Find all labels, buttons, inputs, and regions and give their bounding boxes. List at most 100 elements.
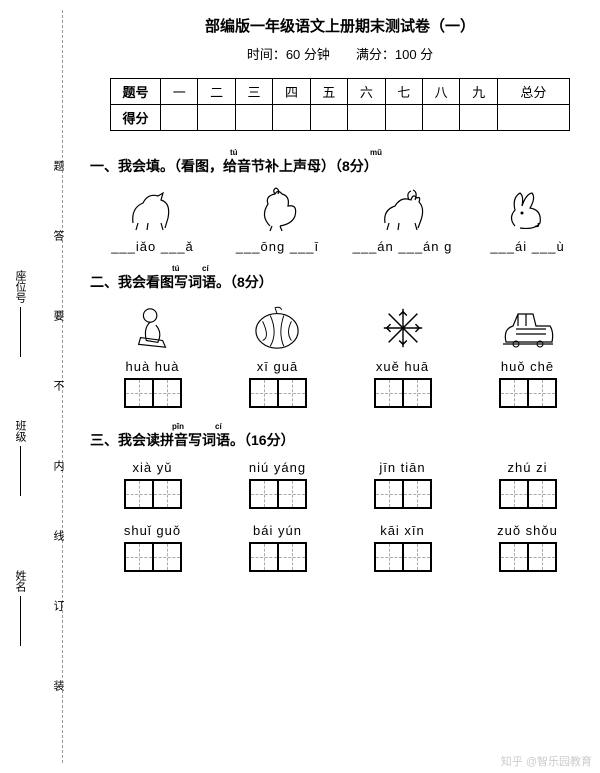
page-subtitle: 时间：60 分钟 满分：100 分: [90, 44, 590, 63]
field-label: 座位号: [14, 270, 26, 303]
char-grid: [499, 479, 557, 509]
td: [460, 105, 497, 131]
pinyin-text: kāi xīn: [340, 523, 465, 538]
binding-mark: 内: [50, 460, 66, 471]
heading-text: 二、我会看图写词语。（8分）: [90, 274, 273, 290]
pinyin-text: ___ōng ___ī: [215, 239, 340, 254]
pinyin-annotation: tú: [230, 148, 238, 157]
item: huǒ chē: [465, 302, 590, 412]
char-grid: [249, 378, 307, 408]
binding-mark: 线: [50, 530, 66, 541]
goat-icon: [340, 186, 465, 234]
item: ___ái ___ù: [465, 186, 590, 254]
pinyin-annotation: mǔ: [370, 148, 382, 157]
item: shuǐ guǒ: [90, 523, 215, 576]
td: [385, 105, 422, 131]
th: 九: [460, 79, 497, 105]
th: 一: [161, 79, 198, 105]
char-grid: [499, 378, 557, 408]
pinyin-text: niú yáng: [215, 460, 340, 475]
table-row: 得分: [111, 105, 570, 131]
td: [198, 105, 235, 131]
td: [348, 105, 385, 131]
char-grid: [124, 378, 182, 408]
char-grid: [249, 479, 307, 509]
char-grid: [499, 542, 557, 572]
page-title: 部编版一年级语文上册期末测试卷（一）: [90, 15, 590, 36]
pinyin-text: huà huà: [90, 359, 215, 374]
pinyin-text: zuǒ shǒu: [465, 523, 590, 538]
item: ___iǎo ___ǎ: [90, 186, 215, 254]
char-grid: [374, 479, 432, 509]
rabbit-icon: [465, 186, 590, 234]
td: 得分: [111, 105, 161, 131]
pinyin-text: ___án ___án g: [340, 239, 465, 254]
item: niú yáng: [215, 460, 340, 513]
pinyin-text: bái yún: [215, 523, 340, 538]
section-3-row: shuǐ guǒ bái yún kāi xīn zuǒ shǒu: [90, 523, 590, 576]
pinyin-text: zhú zi: [465, 460, 590, 475]
pinyin-annotation: pīn: [172, 422, 184, 431]
th: 三: [235, 79, 272, 105]
section-2-heading: tú cí 二、我会看图写词语。（8分）: [90, 272, 590, 292]
pinyin-text: shuǐ guǒ: [90, 523, 215, 538]
th: 八: [422, 79, 459, 105]
th: 六: [348, 79, 385, 105]
char-grid: [374, 378, 432, 408]
char-grid: [124, 479, 182, 509]
td: [497, 105, 569, 131]
page-content: 部编版一年级语文上册期末测试卷（一） 时间：60 分钟 满分：100 分 题号 …: [90, 15, 590, 586]
pinyin-annotation: tú: [172, 264, 180, 273]
binding-field: 姓名: [12, 570, 28, 646]
char-grid: [124, 542, 182, 572]
section-2-items: huà huà xī guā xuě huā huǒ chē: [90, 302, 590, 412]
binding-mark: 题: [50, 160, 66, 171]
item: xià yǔ: [90, 460, 215, 513]
item: zhú zi: [465, 460, 590, 513]
item: huà huà: [90, 302, 215, 412]
field-label: 姓名: [14, 570, 26, 592]
table-row: 题号 一 二 三 四 五 六 七 八 九 总分: [111, 79, 570, 105]
item: ___án ___án g: [340, 186, 465, 254]
snowflake-icon: [340, 302, 465, 354]
binding-field: 座位号: [12, 270, 28, 357]
rooster-icon: [215, 186, 340, 234]
td: [161, 105, 198, 131]
pinyin-text: xī guā: [215, 359, 340, 374]
th: 总分: [497, 79, 569, 105]
th: 四: [273, 79, 310, 105]
item: xuě huā: [340, 302, 465, 412]
binding-mark: 要: [50, 310, 66, 321]
pinyin-text: xià yǔ: [90, 460, 215, 475]
pinyin-text: ___iǎo ___ǎ: [90, 239, 215, 254]
item: zuǒ shǒu: [465, 523, 590, 576]
pinyin-annotation: cí: [202, 264, 209, 273]
item: jīn tiān: [340, 460, 465, 513]
binding-mark: 答: [50, 230, 66, 241]
item: ___ōng ___ī: [215, 186, 340, 254]
binding-margin: 题 答 要 不 内 线 订 装 座位号 班级 姓名: [0, 0, 80, 773]
char-grid: [249, 542, 307, 572]
train-icon: [465, 302, 590, 354]
item: bái yún: [215, 523, 340, 576]
watermelon-icon: [215, 302, 340, 354]
horse-icon: [90, 186, 215, 234]
section-1-items: ___iǎo ___ǎ ___ōng ___ī ___án ___án g __…: [90, 186, 590, 254]
td: [235, 105, 272, 131]
td: [422, 105, 459, 131]
th: 七: [385, 79, 422, 105]
th: 五: [310, 79, 347, 105]
heading-text: 一、我会填。（看图，给音节补上声母）（8分）: [90, 158, 378, 174]
section-3-row: xià yǔ niú yáng jīn tiān zhú zi: [90, 460, 590, 513]
pinyin-text: huǒ chē: [465, 359, 590, 374]
binding-mark: 装: [50, 680, 66, 691]
binding-field: 班级: [12, 420, 28, 496]
section-3-heading: pīn cí 三、我会读拼音写词语。（16分）: [90, 430, 590, 450]
binding-mark: 订: [50, 600, 66, 611]
pinyin-text: ___ái ___ù: [465, 239, 590, 254]
score-table: 题号 一 二 三 四 五 六 七 八 九 总分 得分: [110, 78, 570, 131]
td: [273, 105, 310, 131]
pinyin-text: jīn tiān: [340, 460, 465, 475]
heading-text: 三、我会读拼音写词语。（16分）: [90, 432, 295, 448]
th: 题号: [111, 79, 161, 105]
